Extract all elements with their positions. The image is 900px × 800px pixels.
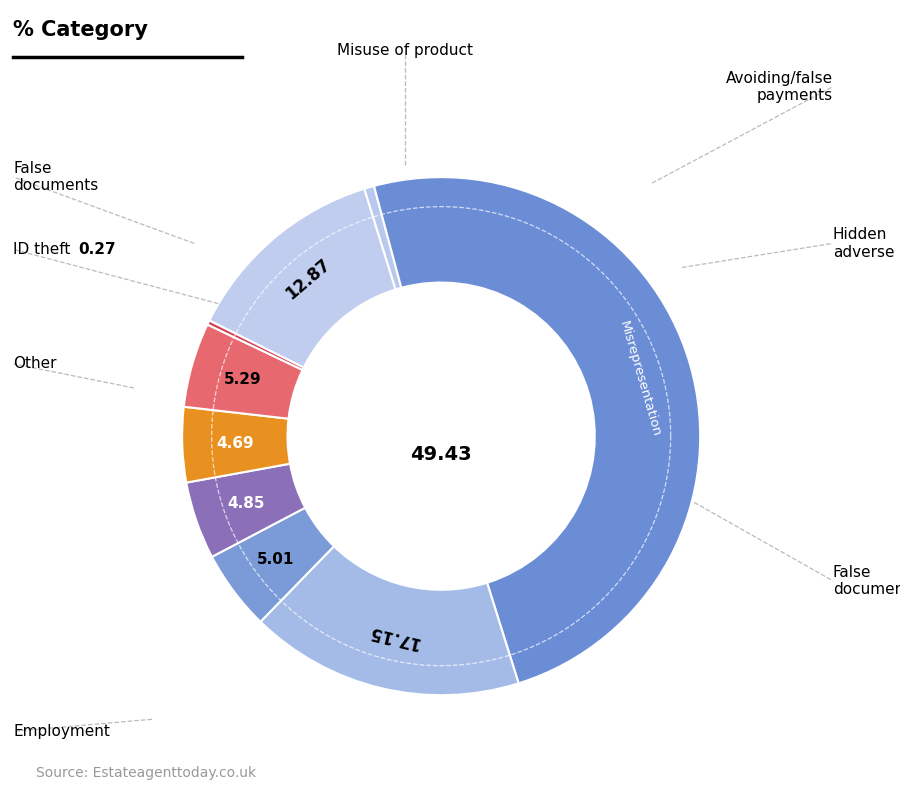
Text: Source: Estateagenttoday.co.uk: Source: Estateagenttoday.co.uk: [36, 766, 256, 780]
Text: 5.01: 5.01: [257, 552, 294, 567]
Text: False
documents: False documents: [14, 161, 99, 194]
Text: 12.87: 12.87: [282, 255, 333, 303]
Wedge shape: [186, 464, 305, 557]
Text: 0.27: 0.27: [78, 242, 116, 257]
Text: 49.43: 49.43: [410, 445, 472, 464]
Text: Hidden
adverse: Hidden adverse: [832, 227, 895, 259]
Text: % Category: % Category: [14, 21, 149, 41]
Wedge shape: [374, 177, 700, 683]
Text: 5.29: 5.29: [224, 372, 262, 386]
Text: Misuse of product: Misuse of product: [337, 43, 473, 58]
Text: 17.15: 17.15: [365, 622, 421, 652]
Text: Employment: Employment: [14, 724, 111, 739]
Wedge shape: [207, 321, 303, 370]
Wedge shape: [212, 508, 334, 622]
Text: Misrepresentation: Misrepresentation: [616, 319, 662, 438]
Text: False
documents: False documents: [832, 565, 900, 597]
Wedge shape: [260, 546, 518, 695]
Text: Avoiding/false
payments: Avoiding/false payments: [725, 70, 833, 103]
Text: Other: Other: [14, 356, 57, 371]
Wedge shape: [210, 189, 396, 368]
Text: 4.69: 4.69: [216, 435, 254, 450]
Text: 4.85: 4.85: [228, 496, 265, 511]
Wedge shape: [182, 406, 290, 482]
Wedge shape: [184, 325, 302, 418]
Wedge shape: [364, 186, 401, 290]
Text: ID theft: ID theft: [14, 242, 76, 257]
